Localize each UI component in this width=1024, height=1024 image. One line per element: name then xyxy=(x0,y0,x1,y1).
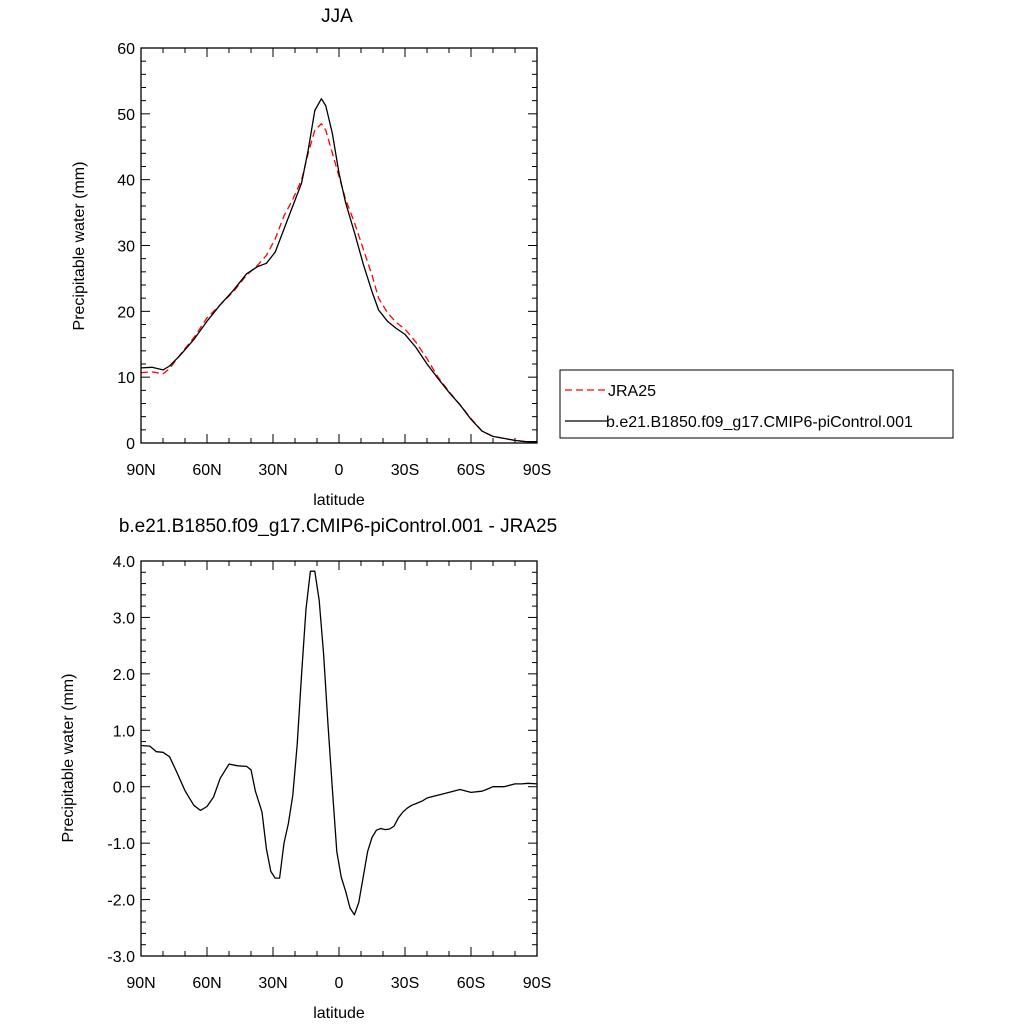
series-layer xyxy=(140,570,538,916)
y-tick-label: 4.0 xyxy=(113,554,135,571)
chart-panel-bottom: b.e21.B1850.f09_g17.CMIP6-piControl.001 … xyxy=(60,516,557,1022)
y-tick-label: -3.0 xyxy=(107,949,135,966)
legend-entry-model: b.e21.B1850.f09_g17.CMIP6-piControl.001 xyxy=(606,414,913,431)
tick-marks xyxy=(140,560,538,957)
y-tick-label: 60 xyxy=(117,41,135,58)
chart-panel-top: JJA 90N 60N 30N 0 30S 60S 90S 0 10 20 30 40 50 60 lat… xyxy=(71,6,954,509)
chart-title: b.e21.B1850.f09_g17.CMIP6-piControl.001 … xyxy=(119,516,557,537)
y-tick-label: 0.0 xyxy=(113,780,135,797)
y-tick-label: 30 xyxy=(117,239,135,256)
tick-labels: 90N 60N 30N 0 30S 60S 90S 0 10 20 30 40 50 60 xyxy=(117,41,551,479)
x-axis-label: latitude xyxy=(313,1005,365,1022)
x-tick-label: 60S xyxy=(457,462,485,479)
x-tick-label: 90N xyxy=(126,975,155,992)
y-tick-label: 3.0 xyxy=(113,610,135,627)
chart-title: JJA xyxy=(321,6,353,27)
x-tick-label: 0 xyxy=(335,975,344,992)
y-tick-label: 0 xyxy=(126,436,135,453)
x-tick-label: 30S xyxy=(391,462,419,479)
y-tick-label: -1.0 xyxy=(107,836,135,853)
tick-labels: 90N 60N 30N 0 30S 60S 90S -3.0 -2.0 -1.0 0.0 1.0 2.0… xyxy=(107,554,551,992)
y-tick-label: 10 xyxy=(117,370,135,387)
x-tick-label: 30N xyxy=(258,462,287,479)
series-line-jra25 xyxy=(140,123,537,443)
y-axis-label: Precipitable water (mm) xyxy=(60,674,77,843)
y-axis-label: Precipitable water (mm) xyxy=(71,162,88,331)
series-layer xyxy=(140,98,537,443)
x-axis-label: latitude xyxy=(313,492,365,509)
y-tick-label: 50 xyxy=(117,107,135,124)
x-tick-label: 90N xyxy=(126,462,155,479)
series-line-b-e21-b1850-f09-g17-cmip6-picontrol-001 xyxy=(140,98,537,443)
x-tick-label: 60S xyxy=(457,975,485,992)
legend-box xyxy=(559,369,954,439)
series-line-difference xyxy=(140,570,538,916)
legend: JRA25 b.e21.B1850.f09_g17.CMIP6-piContro… xyxy=(559,369,954,439)
x-tick-label: 30N xyxy=(258,975,287,992)
x-tick-label: 90S xyxy=(523,975,551,992)
x-tick-label: 60N xyxy=(192,462,221,479)
y-tick-label: 1.0 xyxy=(113,723,135,740)
y-tick-label: 2.0 xyxy=(113,667,135,684)
x-tick-label: 60N xyxy=(192,975,221,992)
y-tick-label: -2.0 xyxy=(107,893,135,910)
y-tick-label: 20 xyxy=(117,304,135,321)
y-tick-label: 40 xyxy=(117,173,135,190)
plot-frame xyxy=(140,560,538,957)
x-tick-label: 0 xyxy=(335,462,344,479)
x-tick-label: 30S xyxy=(391,975,419,992)
plot-frame xyxy=(140,47,538,444)
x-tick-label: 90S xyxy=(523,462,551,479)
tick-marks xyxy=(140,47,538,444)
legend-entry-jra25: JRA25 xyxy=(608,383,656,400)
